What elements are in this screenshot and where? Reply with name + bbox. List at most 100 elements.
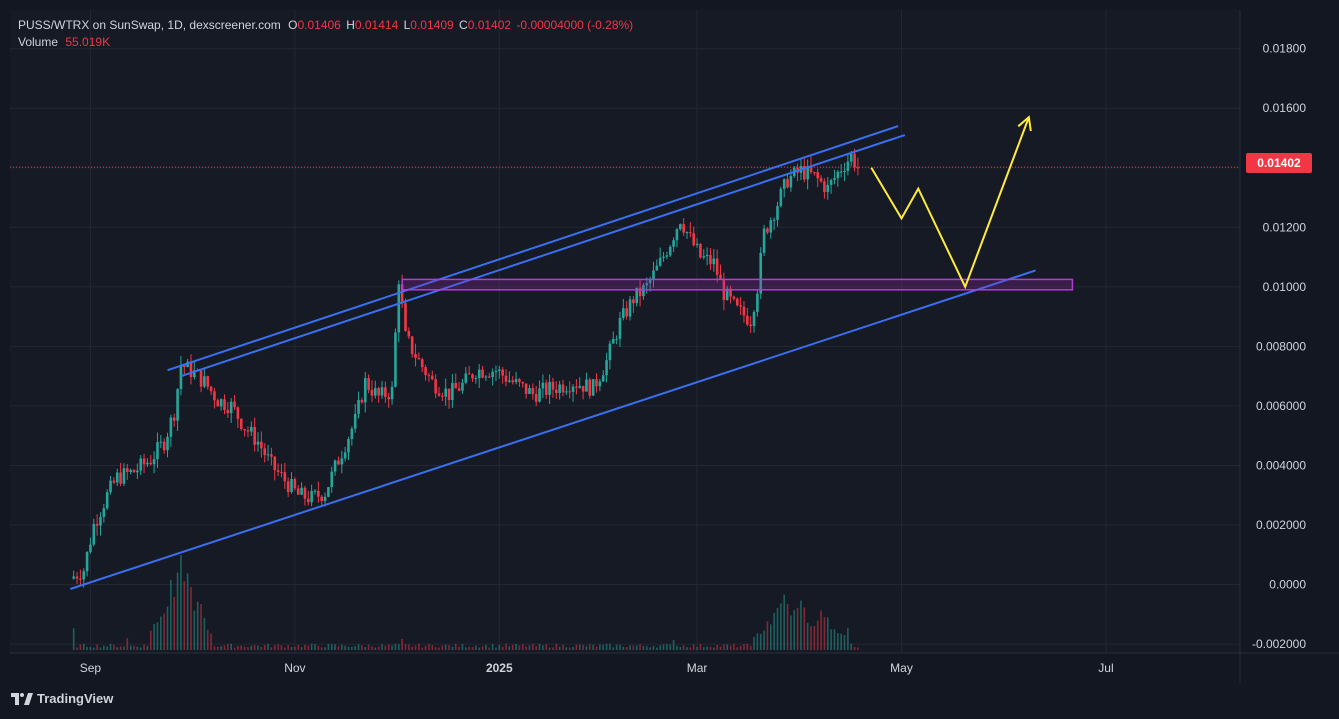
candle-body [749,324,752,327]
candle-body [367,378,370,390]
candle-body [89,544,92,552]
volume-bar [92,647,95,650]
volume-bar [287,645,289,650]
volume-bar [857,647,859,650]
volume-bar [471,647,474,650]
volume-bar [568,647,571,650]
candle-body [390,386,394,400]
candle-body [253,426,256,445]
candle-body [132,469,136,473]
candle-body [313,490,317,492]
volume-bar [387,644,390,650]
volume-bar [344,645,346,650]
volume-bar [803,607,806,650]
candle-body [611,338,615,344]
volume-bar [682,645,685,650]
candle-body [803,166,806,180]
volume-bar [160,616,162,650]
volume-bar [444,644,447,650]
candle-body [260,441,263,449]
volume-bar [223,645,226,650]
chart-legend: PUSS/WTRX on SunSwap, 1D, dexscreener.co… [18,17,633,51]
volume-bar [414,645,417,650]
candle-body [642,285,645,297]
tradingview-icon [11,692,33,705]
candle-body [410,336,414,354]
volume-bar [377,646,380,650]
candle-body [414,353,417,359]
volume-bar [820,610,822,650]
plot-area[interactable] [10,10,1240,653]
candle-body [146,462,149,465]
candle-body [823,181,826,193]
volume-bar [830,629,832,650]
volume-bar [86,646,88,650]
candle-body [739,305,742,307]
candle-body [675,229,679,241]
volume-bar [233,647,236,650]
candle-body [762,228,766,253]
candle-body [270,454,273,457]
candle-body [585,379,588,392]
volume-bar [421,647,424,650]
candle-body [766,228,769,233]
volume-bar [756,633,759,650]
candle-body [591,379,595,396]
candle-body [769,220,773,233]
candle-body [856,167,860,169]
change-value: -0.00004000 (-0.28%) [516,18,634,32]
volume-bar [367,644,370,650]
volume-bar [612,647,615,650]
volume-bar [133,645,135,650]
volume-bar [72,628,75,650]
volume-bar [401,638,403,650]
symbol-label[interactable]: PUSS/WTRX on SunSwap, 1D, dexscreener.co… [18,18,281,32]
candle-body [544,382,548,395]
volume-bar [210,633,212,650]
candle-body [92,523,96,545]
candle-body [109,480,112,493]
volume-bar [441,645,444,650]
volume-bar [351,646,353,650]
projection-arrowhead [1017,115,1032,132]
volume-bar [491,644,494,650]
volume-bar [253,645,256,650]
tradingview-logo[interactable]: TradingView [11,691,113,706]
projection-path [870,116,1030,290]
candle-body [776,206,779,220]
volume-bar [656,647,658,650]
volume-bar [391,645,393,650]
volume-bar [729,645,732,650]
volume-bar [324,647,326,650]
candle-body [266,454,270,456]
volume-bar [666,644,668,650]
volume-label[interactable]: Volume [18,35,59,49]
volume-bar [521,644,524,650]
volume-bar [525,646,527,650]
volume-bar [662,644,665,650]
candle-body [655,265,659,271]
candle-body [648,279,652,284]
candle-body [779,188,783,207]
candle-body [622,308,625,318]
volume-bar [267,643,269,650]
candle-body [712,258,716,265]
volume-bar [106,646,108,650]
volume-bar [478,647,481,650]
candle-body [702,256,706,258]
brand-label: TradingView [37,691,114,706]
volume-bar [384,645,387,650]
candle-body [524,383,528,394]
candle-body [139,458,143,471]
volume-bar [589,644,591,650]
volume-bar [689,647,692,650]
volume-bar [749,645,752,650]
y-tick-label: 0.01800 [1263,42,1307,56]
volume-bar [485,644,487,650]
candle-body [601,375,605,382]
volume-value: 55.019K [65,35,111,49]
candle-body [380,387,384,396]
y-tick-label: 0.002000 [1256,518,1306,532]
candle-body [360,399,364,403]
